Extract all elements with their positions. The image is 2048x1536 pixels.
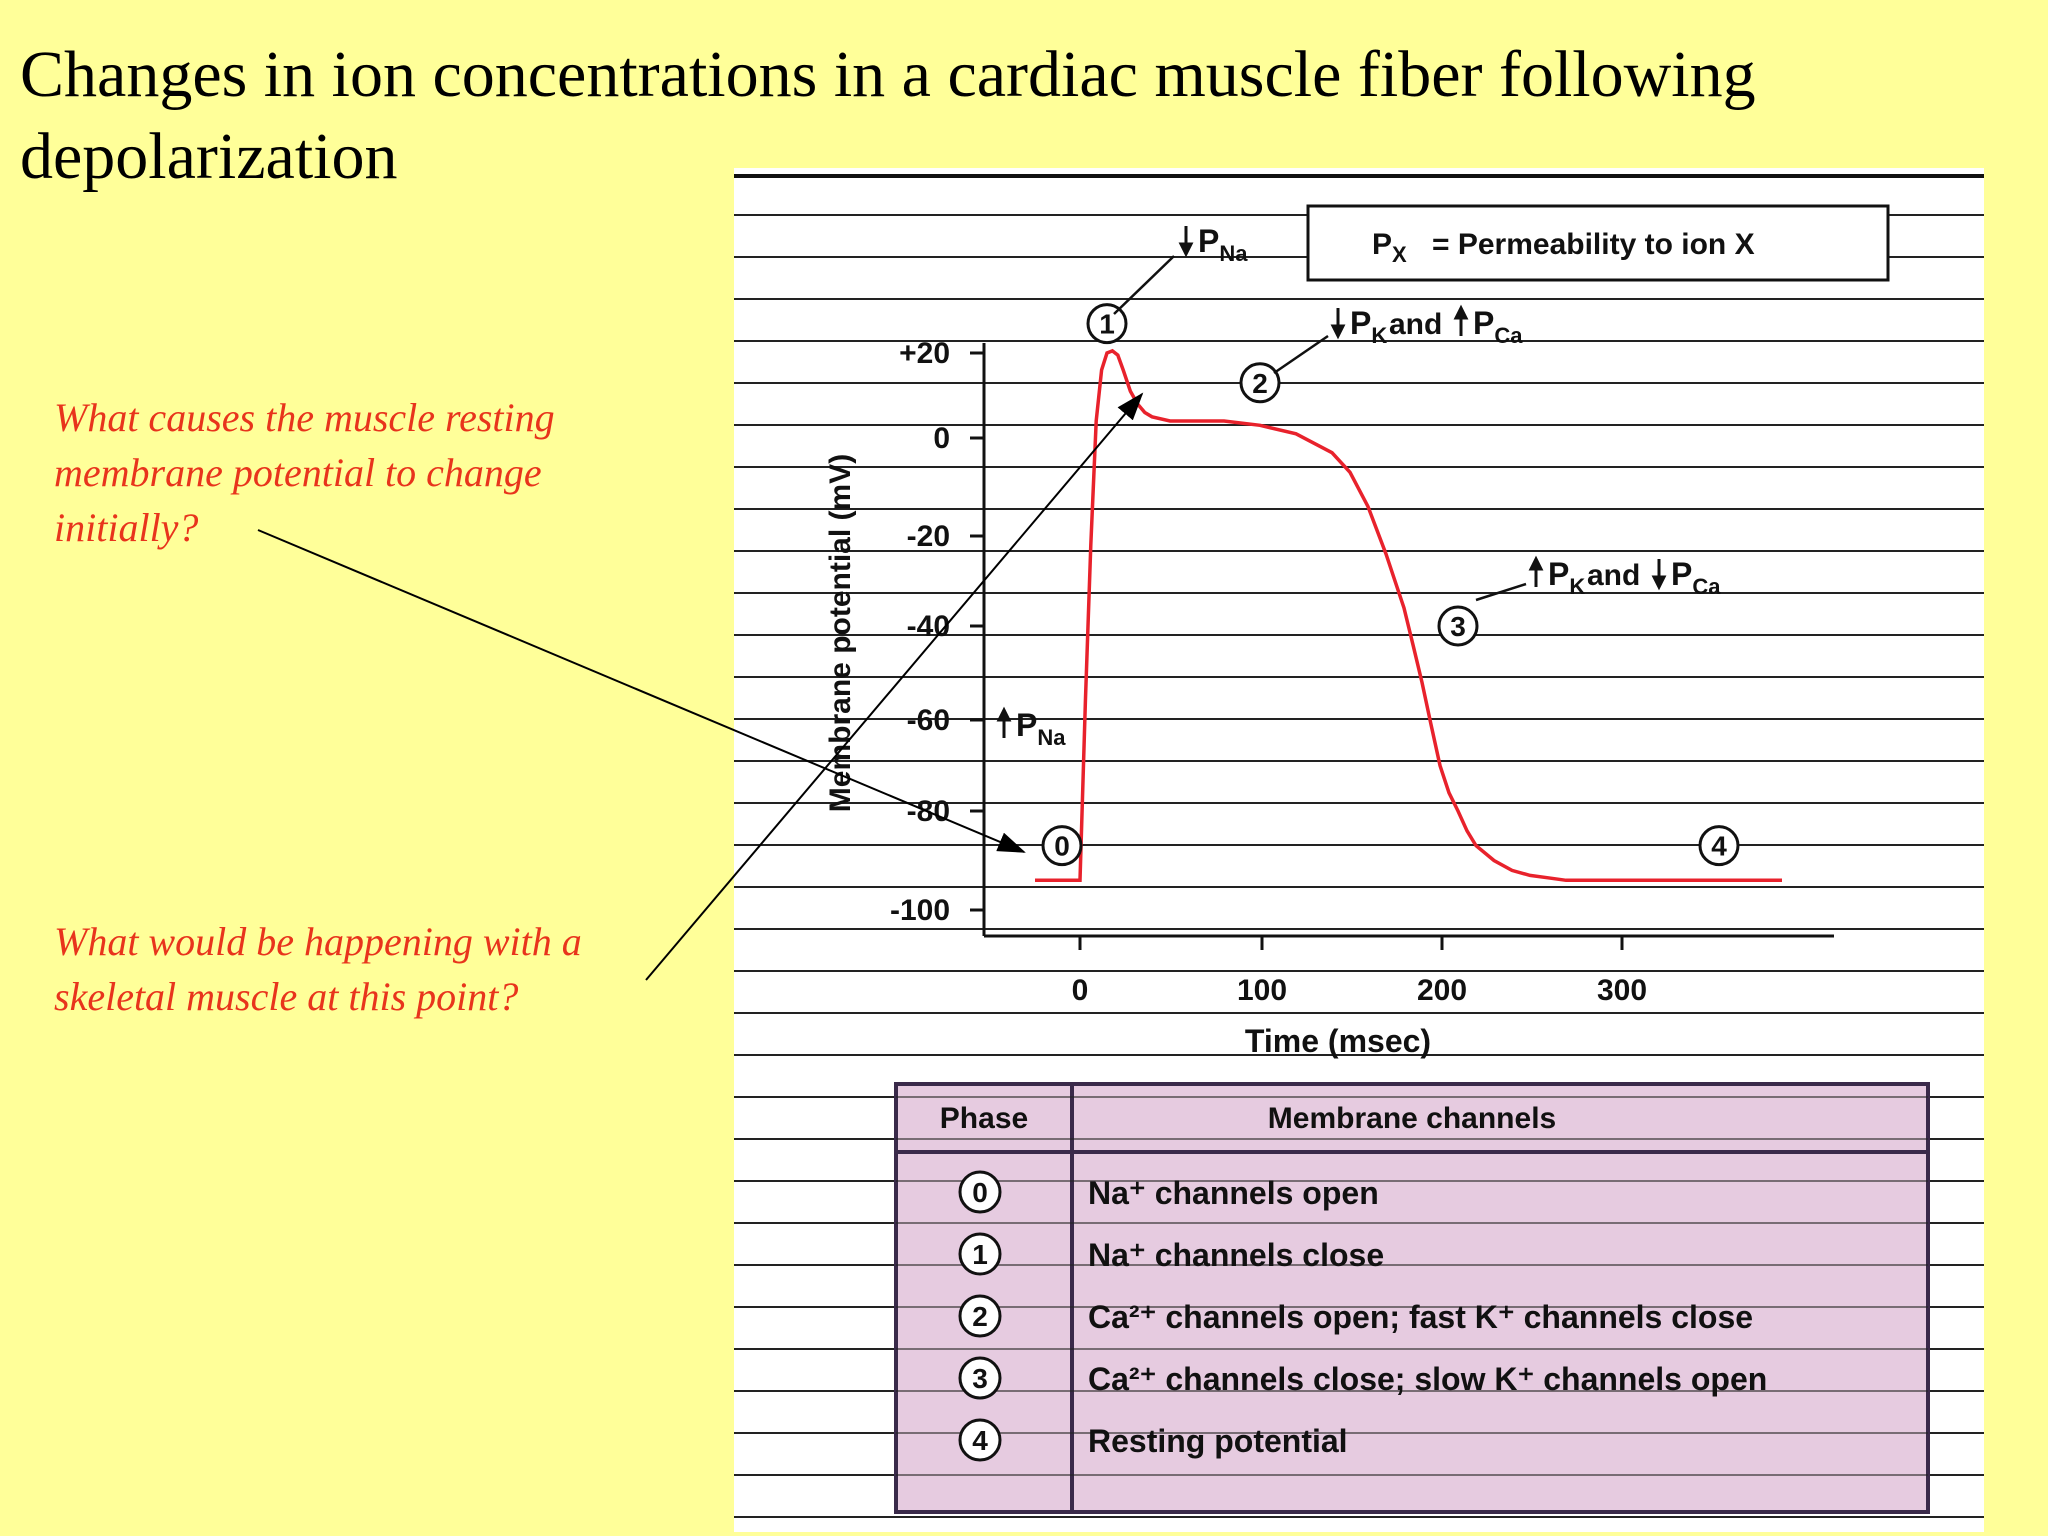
phase-marker-3: 3 <box>1437 605 1479 647</box>
legend-definition: = Permeability to ion X <box>1432 228 1755 261</box>
phase-circle <box>1086 303 1128 345</box>
conjunction-label: and <box>1587 559 1640 592</box>
y-axis-label: Membrane potential (mV) <box>824 454 857 812</box>
phase-circle <box>1698 825 1740 867</box>
action-potential-figure: PX = Permeability to ion X +20 0 -20 -40 -60… <box>734 168 1984 1532</box>
leader-line <box>1273 334 1329 375</box>
y-tick-label: -60 <box>907 704 950 737</box>
membrane-potential-trace <box>1035 348 1782 883</box>
arrow-up-icon <box>1453 304 1469 336</box>
action-potential-chart: PX = Permeability to ion X +20 0 -20 -40 -60… <box>734 174 1984 1518</box>
y-tick-label: -100 <box>890 894 950 927</box>
x-tick-label: 300 <box>1597 974 1647 1007</box>
table-phase-number: 2 <box>972 1301 988 1332</box>
phase-number: 4 <box>1711 831 1727 862</box>
table-row: 4 Resting potential <box>958 1418 1348 1462</box>
phase-circle <box>1239 362 1281 404</box>
y-tick-label: -20 <box>907 520 950 553</box>
y-tick-label: +20 <box>899 337 950 370</box>
table-channels-cell: Na⁺ channels open <box>1088 1175 1379 1211</box>
legend-box <box>1306 204 1890 282</box>
arrow-down-icon <box>1178 226 1194 258</box>
chart-ticks: +20 0 -20 -40 -60 -80 -100 0 100 200 300 <box>890 337 1647 1007</box>
phase-number: 2 <box>1252 368 1268 399</box>
table-channels-cell: Ca²⁺ channels open; fast K⁺ channels clo… <box>1088 1299 1753 1335</box>
y-tick-label: -80 <box>907 795 950 828</box>
x-axis-label: Time (msec) <box>1245 1023 1431 1059</box>
x-tick-label: 200 <box>1417 974 1467 1007</box>
phase-circle <box>1437 605 1479 647</box>
phase-circle <box>958 1356 1002 1400</box>
ion-label: PNa <box>1198 223 1248 266</box>
permeability-legend: PX = Permeability to ion X <box>1306 204 1890 282</box>
legend-px-symbol: PX <box>1372 228 1407 267</box>
table-channels-cell: Resting potential <box>1088 1423 1348 1459</box>
table-row: 2 Ca²⁺ channels open; fast K⁺ channels cl… <box>958 1294 1753 1338</box>
table-header-channels: Membrane channels <box>1268 1102 1556 1135</box>
table-channels-cell: Ca²⁺ channels close; slow K⁺ channels op… <box>1088 1361 1767 1397</box>
leader-line <box>1475 582 1527 602</box>
x-tick-label: 100 <box>1237 974 1287 1007</box>
membrane-channels-table: Phase Membrane channels 0 Na⁺ channels open… <box>894 1082 1930 1514</box>
table-header-phase: Phase <box>940 1102 1028 1135</box>
slide-title: Changes in ion concentrations in a cardi… <box>20 38 1756 193</box>
arrow-down-icon <box>1651 559 1667 591</box>
annotation-phase-1: PNa <box>1113 223 1248 315</box>
phase-number: 1 <box>1099 309 1115 340</box>
phase-number: 3 <box>1450 611 1466 642</box>
annotation-phase-3: PK and PCa <box>1475 555 1721 602</box>
ion-label: PK <box>1548 556 1585 599</box>
phase-marker-4: 4 <box>1698 825 1740 867</box>
table-row: 3 Ca²⁺ channels close; slow K⁺ channels o… <box>958 1356 1767 1400</box>
arrow-up-icon <box>1528 555 1544 587</box>
conjunction-label: and <box>1389 308 1442 341</box>
ion-label: PCa <box>1473 305 1523 348</box>
phase-circle <box>958 1170 1002 1214</box>
question-skeletal-muscle: What would be happening with a skeletal … <box>54 919 582 1019</box>
table-row: 1 Na⁺ channels close <box>958 1232 1384 1276</box>
leader-line <box>1113 255 1175 315</box>
phase-number: 0 <box>1054 831 1070 862</box>
table-frame <box>894 1082 1930 1514</box>
ion-label: PK <box>1350 305 1387 348</box>
x-tick-label: 0 <box>1072 974 1089 1007</box>
ion-label: PNa <box>1016 707 1066 750</box>
arrow-up-icon <box>996 706 1012 738</box>
table-row: 0 Na⁺ channels open <box>958 1170 1379 1214</box>
phase-circle <box>958 1232 1002 1276</box>
annotation-phase-0: PNa <box>996 706 1066 750</box>
table-phase-number: 3 <box>972 1363 988 1394</box>
phase-marker-2: 2 <box>1239 362 1281 404</box>
phase-marker-1: 1 <box>1086 303 1128 345</box>
arrow-down-icon <box>1330 308 1346 340</box>
table-phase-number: 4 <box>972 1425 988 1456</box>
table-phase-number: 0 <box>972 1177 988 1208</box>
table-phase-number: 1 <box>972 1239 988 1270</box>
question-resting-potential: What causes the muscle resting membrane … <box>54 395 555 550</box>
phase-circle <box>958 1418 1002 1462</box>
annotation-phase-2: PK and PCa <box>1273 304 1523 375</box>
y-tick-label: -40 <box>907 610 950 643</box>
table-channels-cell: Na⁺ channels close <box>1088 1237 1384 1273</box>
phase-circle <box>958 1294 1002 1338</box>
y-tick-label: 0 <box>933 422 950 455</box>
phase-marker-0: 0 <box>1041 825 1083 867</box>
ion-label: PCa <box>1671 556 1721 599</box>
